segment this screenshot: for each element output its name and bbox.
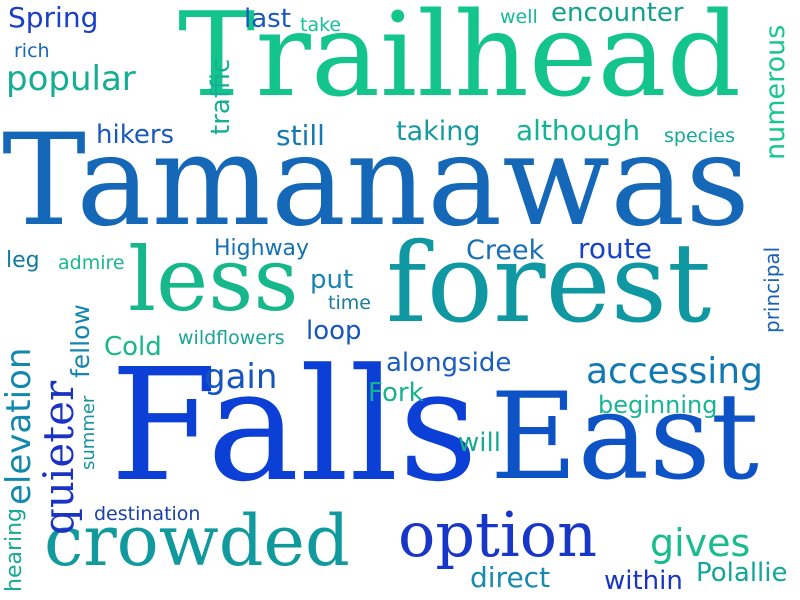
word-fellow: fellow bbox=[66, 304, 95, 378]
word-crowded: crowded bbox=[44, 500, 350, 582]
word-loop: loop bbox=[306, 316, 362, 346]
word-accessing: accessing bbox=[586, 351, 763, 392]
word-taking: taking bbox=[396, 116, 481, 147]
word-trailhead: Trailhead bbox=[178, 0, 741, 123]
word-alongside: numerous bbox=[760, 24, 791, 160]
word-take: take bbox=[300, 14, 342, 36]
word-traffic: traffic bbox=[206, 58, 236, 135]
word-will: will bbox=[458, 428, 501, 458]
word-wildflowers: wildflowers bbox=[178, 327, 285, 349]
word-less: less bbox=[128, 228, 299, 331]
word-numerous: alongside bbox=[386, 348, 512, 378]
word-leg: leg bbox=[6, 248, 40, 273]
word-destination: destination bbox=[94, 503, 201, 525]
word-highway: Highway bbox=[214, 236, 310, 261]
word-still: still bbox=[276, 119, 325, 152]
word-beginning: beginning bbox=[598, 391, 718, 419]
word-creek: Creek bbox=[466, 235, 545, 266]
word-cold: Cold bbox=[104, 332, 162, 362]
word-within: within bbox=[604, 566, 683, 596]
word-principal: principal bbox=[760, 246, 784, 333]
word-species: species bbox=[664, 125, 735, 147]
word-popular: popular bbox=[6, 59, 136, 99]
word-hikers: hikers bbox=[96, 120, 175, 150]
word-although: although bbox=[516, 114, 641, 147]
word-falls: Falls bbox=[110, 335, 479, 516]
word-admire: admire bbox=[58, 252, 125, 274]
word-tamanawas: Tamanawas bbox=[2, 107, 750, 254]
word-route: route bbox=[578, 232, 652, 265]
word-put: put bbox=[310, 265, 354, 295]
word-forest: forest bbox=[386, 219, 712, 347]
word-time: time bbox=[328, 292, 371, 314]
word-quieter: quieter bbox=[34, 380, 83, 535]
word-last: last bbox=[244, 4, 291, 34]
word-well: well bbox=[500, 6, 538, 28]
word-hearing: hearing bbox=[2, 507, 27, 592]
word-gain: gain bbox=[204, 357, 278, 397]
word-fork: Fork bbox=[368, 378, 424, 408]
word-gives: gives bbox=[650, 521, 751, 565]
word-east: East bbox=[490, 368, 759, 507]
word-polallie: Polallie bbox=[696, 558, 788, 588]
word-rich: rich bbox=[14, 40, 50, 62]
word-elevation: elevation bbox=[0, 347, 39, 505]
word-option: option bbox=[398, 498, 598, 571]
word-summer: summer bbox=[78, 395, 99, 470]
word-direct: direct bbox=[470, 561, 551, 594]
word-encounter: encounter bbox=[551, 0, 684, 28]
word-spring: Spring bbox=[8, 1, 99, 34]
